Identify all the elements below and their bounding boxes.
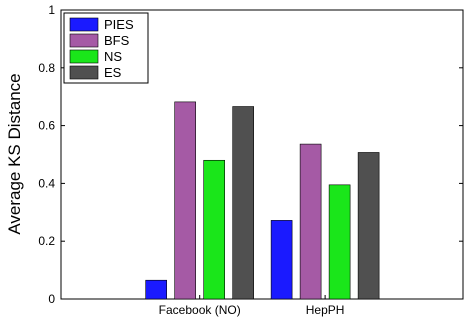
legend-swatch-pies	[69, 17, 99, 32]
y-axis: 0 0.2 0.4 0.6 0.8 1	[38, 3, 463, 306]
bar-ns-1	[328, 184, 351, 300]
legend-swatch-es	[69, 65, 99, 80]
y-tick-label: 1	[48, 3, 55, 17]
bar-pies-0	[145, 279, 167, 300]
y-axis-label: Average KS Distance	[5, 73, 24, 234]
bars-group	[145, 101, 380, 300]
legend-label-pies: PIES	[104, 17, 134, 32]
x-tick-label: Facebook (NO)	[159, 303, 241, 317]
y-tick-label: 0.2	[38, 234, 55, 248]
x-axis: Facebook (NO) HepPH	[159, 295, 345, 317]
legend-label-bfs: BFS	[104, 33, 130, 48]
x-tick-label: HepPH	[306, 303, 345, 317]
legend-swatch-bfs	[69, 33, 99, 48]
legend-label-es: ES	[104, 65, 122, 80]
y-tick-label: 0.4	[38, 176, 55, 190]
y-tick-label: 0.6	[38, 119, 55, 133]
legend-swatch-ns	[69, 49, 99, 64]
bar-es-0	[232, 106, 254, 300]
bar-pies-1	[270, 220, 293, 300]
y-tick-label: 0	[48, 292, 55, 306]
bar-bfs-1	[299, 143, 322, 300]
bar-ns-0	[203, 159, 225, 300]
y-tick-label: 0.8	[38, 61, 55, 75]
legend-label-ns: NS	[104, 49, 122, 64]
bar-bfs-0	[174, 101, 196, 300]
bar-es-1	[357, 152, 380, 300]
